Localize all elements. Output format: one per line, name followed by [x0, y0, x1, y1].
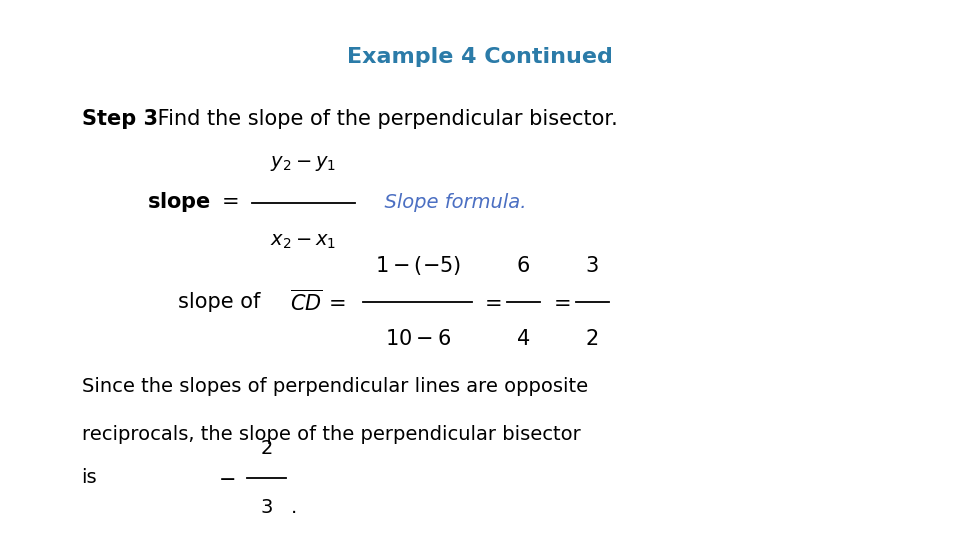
- Text: $y_2 - y_1$: $y_2 - y_1$: [271, 154, 336, 173]
- Text: Step 3: Step 3: [82, 109, 157, 129]
- Text: reciprocals, the slope of the perpendicular bisector: reciprocals, the slope of the perpendicu…: [82, 425, 581, 444]
- Text: $-$: $-$: [218, 468, 235, 488]
- Text: 6: 6: [516, 255, 530, 276]
- Text: slope $=$: slope $=$: [147, 191, 245, 214]
- Text: $1-(-5)$: $1-(-5)$: [374, 254, 461, 277]
- Text: .: .: [291, 498, 298, 517]
- Text: $x_2 - x_1$: $x_2 - x_1$: [271, 232, 336, 251]
- Text: Find the slope of the perpendicular bisector.: Find the slope of the perpendicular bise…: [151, 109, 617, 129]
- Text: 4: 4: [516, 329, 530, 349]
- Text: 2: 2: [261, 438, 273, 458]
- Text: Since the slopes of perpendicular lines are opposite: Since the slopes of perpendicular lines …: [82, 376, 588, 396]
- Text: 2: 2: [586, 329, 599, 349]
- Text: $=$: $=$: [480, 292, 501, 313]
- Text: is: is: [82, 468, 97, 488]
- Text: $10-6$: $10-6$: [385, 329, 450, 349]
- Text: $\overline{CD}$: $\overline{CD}$: [290, 289, 323, 315]
- Text: slope of: slope of: [178, 292, 267, 313]
- Text: Slope formula.: Slope formula.: [372, 193, 527, 212]
- Text: 3: 3: [261, 498, 273, 517]
- Text: 3: 3: [586, 255, 599, 276]
- Text: $=$: $=$: [324, 292, 345, 313]
- Text: $=$: $=$: [549, 292, 570, 313]
- Text: Example 4 Continued: Example 4 Continued: [348, 46, 612, 67]
